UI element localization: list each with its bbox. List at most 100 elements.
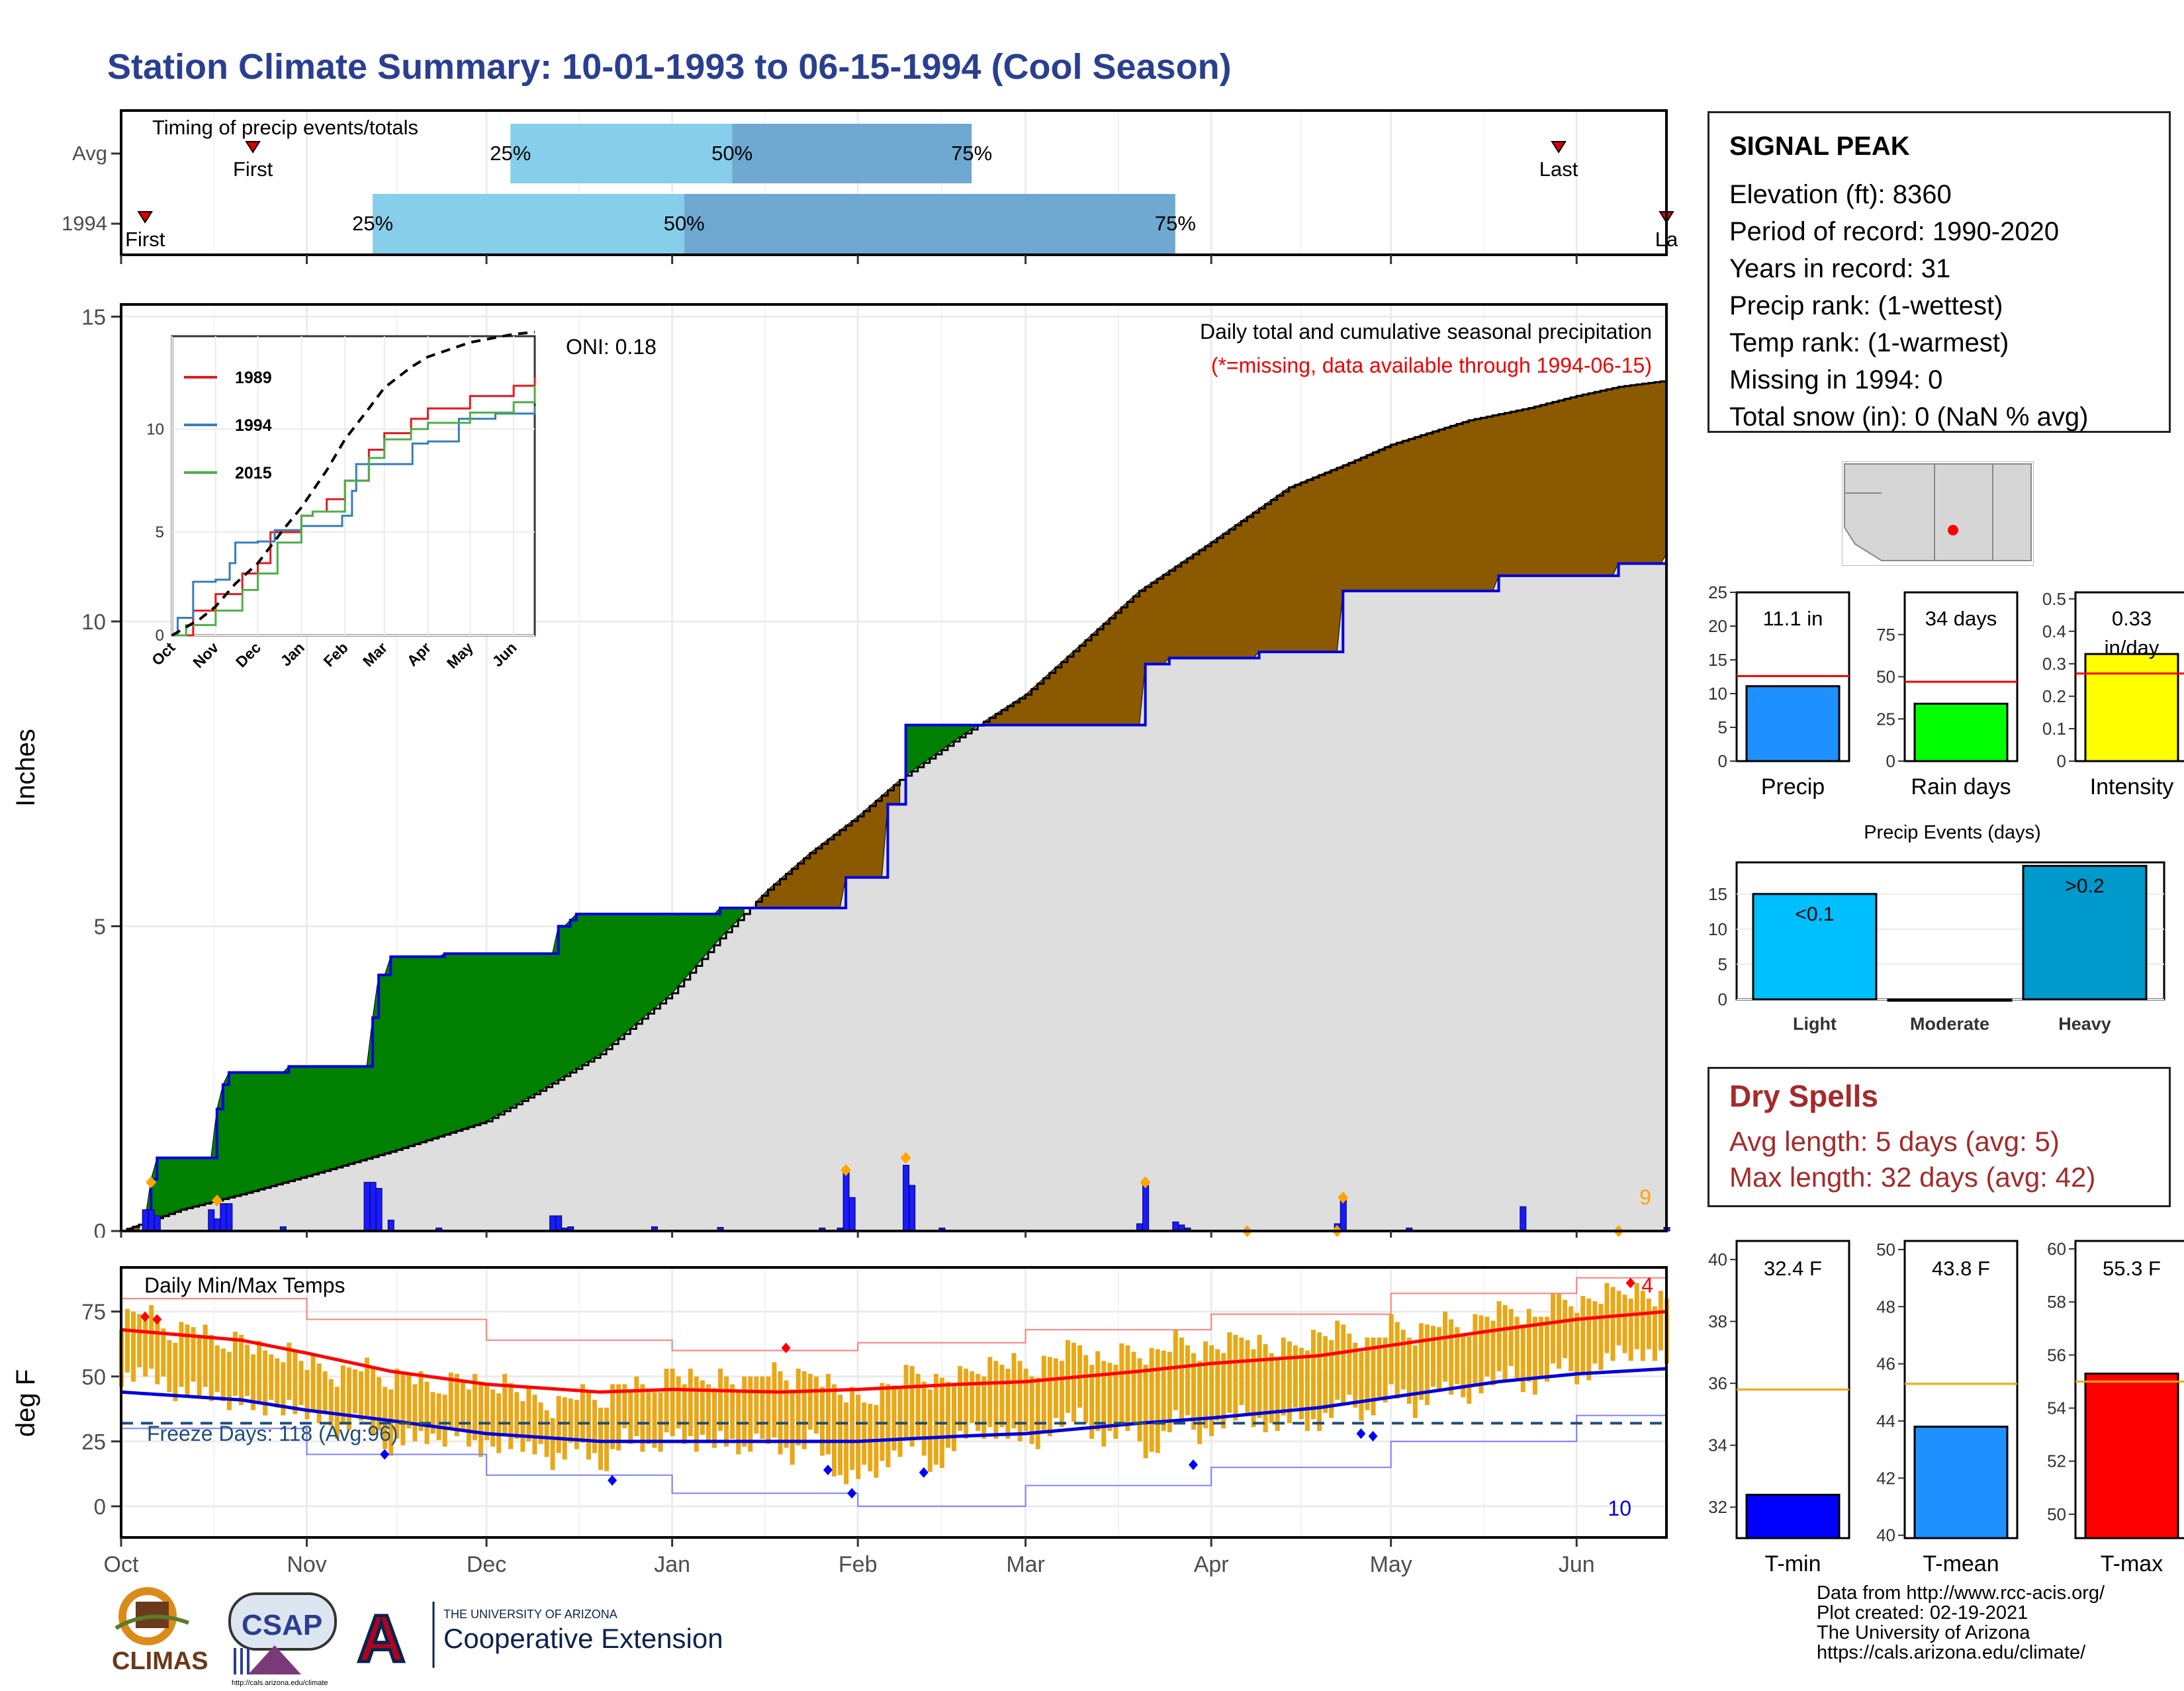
daily-temp-bar: [1461, 1335, 1466, 1398]
dry-spells-title: Dry Spells: [1729, 1079, 1878, 1113]
credit-source: Data from http://www.rcc-acis.org/: [1817, 1582, 2105, 1604]
events-y-tick-label: 0: [1718, 989, 1727, 1009]
daily-temp-bar: [1113, 1365, 1118, 1439]
daily-temp-bar: [958, 1366, 963, 1432]
daily-temp-bar: [711, 1388, 717, 1448]
totals-1-category-label: Rain days: [1911, 774, 2011, 800]
station-snow: Total snow (in): 0 (NaN % avg): [1729, 402, 2089, 432]
record-high-line: [121, 1272, 1667, 1351]
record-low-marker: [1356, 1428, 1366, 1440]
daily-temp-bar: [1640, 1291, 1645, 1361]
daily-temp-bar: [1071, 1342, 1077, 1422]
daily-temp-bar: [886, 1384, 891, 1468]
station-info-box: SIGNAL PEAK Elevation (ft): 8360 Period …: [1707, 111, 2171, 433]
daily-temp-bar: [520, 1401, 525, 1452]
totals-2-y-tick-label: 0: [2057, 751, 2066, 771]
daily-temp-bar: [275, 1358, 280, 1408]
season-totals-chart: 0 5 10 15 20 25 11.1 in Precip 0 25 50 75 34 days Rai…: [1708, 582, 2184, 800]
daily-temp-bar: [1298, 1348, 1304, 1420]
daily-temp-bar: [1131, 1351, 1136, 1425]
daily-temp-bar: [1161, 1350, 1166, 1432]
daily-temp-bar: [436, 1393, 441, 1440]
totals-2-value-label: in/day: [2105, 636, 2160, 659]
inset-x-tick-label: Mar: [359, 639, 390, 670]
daily-temp-bar: [245, 1344, 250, 1396]
daily-temp-bar: [921, 1381, 927, 1456]
daily-temp-bar: [173, 1342, 178, 1402]
record-low-marker: [1368, 1431, 1378, 1441]
timing-title: Timing of precip events/totals: [152, 116, 418, 139]
totals-0-bar: [1745, 685, 1841, 762]
daily-temp-bar: [562, 1397, 567, 1460]
last-event-label: Last: [1539, 158, 1578, 181]
totals-2-y-tick-label: 0.2: [2042, 686, 2066, 706]
daily-temp-bar: [442, 1394, 447, 1447]
daily-temp-bar: [1424, 1324, 1430, 1405]
y-tick-label: 0: [94, 1219, 106, 1238]
avg-tmin-line: [120, 1367, 1667, 1443]
inset-series-line: [172, 406, 536, 637]
y-tick-label: 25: [81, 1430, 106, 1454]
tempbars-2-y-tick-label: 52: [2047, 1451, 2066, 1471]
daily-temp-bar: [634, 1376, 639, 1436]
daily-temp-bar: [1137, 1358, 1142, 1441]
daily-temp-bar: [214, 1345, 220, 1393]
timing-bar-q25-q50: [373, 194, 684, 253]
events-title: Precip Events (days): [1864, 822, 2041, 843]
daily-temp-bar: [813, 1376, 819, 1434]
inset-y-tick-label: 10: [146, 420, 164, 438]
daily-temp-bar: [688, 1369, 693, 1436]
cumulative-precip-chart: 0 5 10 15 Inches Daily total and cumulative s…: [11, 303, 1670, 1238]
record-low-marker: [608, 1475, 617, 1486]
tempbars-0-y-tick-label: 32: [1708, 1497, 1727, 1517]
daily-temp-bar: [1652, 1306, 1657, 1361]
station-missing: Missing in 1994: 0: [1729, 365, 1943, 394]
daily-temp-bar: [1563, 1300, 1568, 1359]
csap-logo-text: CSAP: [242, 1609, 322, 1641]
daily-temp-bar: [844, 1402, 849, 1485]
daily-temp-bar: [568, 1398, 573, 1443]
tempbars-0-y-tick-label: 36: [1708, 1373, 1727, 1393]
daily-temp-bar: [1400, 1330, 1406, 1390]
daily-temp-bar: [143, 1316, 148, 1377]
dry-spells-avg: Avg length: 5 days (avg: 5): [1729, 1126, 2060, 1157]
totals-2-bar: [2084, 653, 2179, 762]
daily-temp-bar: [856, 1394, 861, 1479]
daily-temp-bar: [796, 1369, 801, 1445]
daily-temp-bar: [850, 1387, 855, 1470]
ua-big-text: Cooperative Extension: [443, 1623, 723, 1654]
daily-temp-bar: [718, 1369, 723, 1432]
daily-temp-bar: [993, 1361, 999, 1439]
daily-precip-bar: [842, 1169, 850, 1232]
daily-temp-bar: [472, 1373, 477, 1440]
daily-temp-bar: [424, 1381, 430, 1444]
tempbars-1-y-tick-label: 50: [1876, 1240, 1895, 1259]
event-marker: [900, 1152, 911, 1164]
inset-x-tick-label: Feb: [320, 639, 351, 670]
daily-temp-bar: [377, 1377, 382, 1431]
daily-temp-bar: [502, 1373, 508, 1436]
events-y-tick-label: 5: [1718, 954, 1727, 974]
daily-temp-bar: [137, 1314, 142, 1368]
x-tick-label: Nov: [287, 1552, 326, 1577]
daily-temp-bar: [1155, 1349, 1160, 1453]
precip-events-chart: Precip Events (days) 0 5 10 15 <0.1 Light Moder…: [1708, 822, 2165, 1034]
inset-x-tick-label: Jan: [277, 639, 308, 669]
daily-temp-bar: [1520, 1324, 1525, 1393]
daily-temp-bar: [778, 1371, 783, 1455]
daily-temp-bar: [418, 1371, 424, 1432]
tempbars-2-y-tick-label: 58: [2047, 1292, 2066, 1312]
daily-temp-bar: [807, 1373, 813, 1430]
record-high-marker: [781, 1342, 791, 1353]
daily-temp-bar: [1197, 1361, 1203, 1444]
daily-temp-bar: [1365, 1337, 1370, 1410]
daily-temp-bar: [700, 1380, 705, 1436]
daily-temp-bar: [1335, 1320, 1340, 1400]
totals-0-y-tick-label: 20: [1708, 616, 1727, 636]
daily-temp-bar: [1490, 1320, 1496, 1386]
daily-temp-bar: [1646, 1299, 1651, 1349]
inset-x-tick-label: Nov: [189, 639, 222, 671]
logo-strip: CLIMAS CSAP http://cals.arizona.edu/clim…: [109, 1582, 745, 1688]
daily-temp-bar: [676, 1376, 681, 1429]
